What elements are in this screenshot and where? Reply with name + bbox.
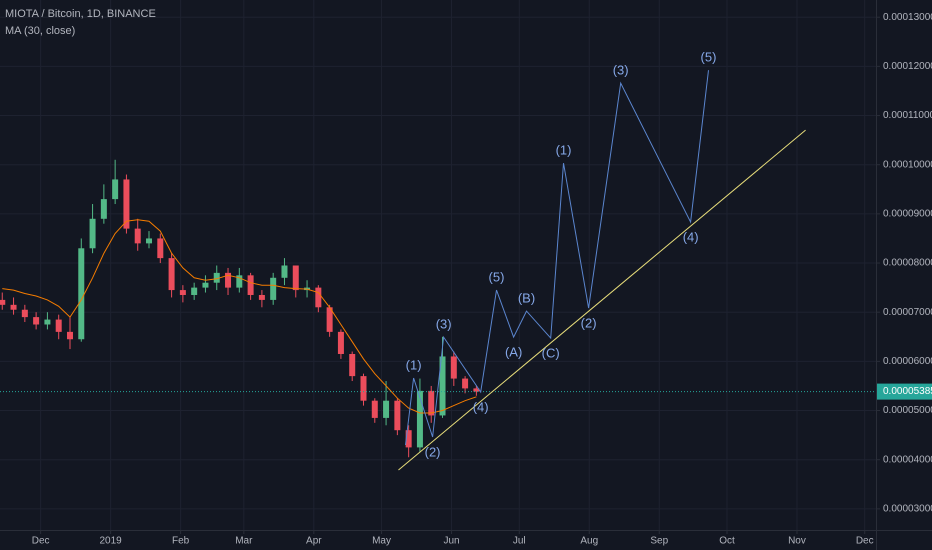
- candle-body: [258, 294, 265, 300]
- candle-body: [146, 238, 153, 244]
- candle-body: [337, 331, 344, 354]
- symbol-title: MIOTA / Bitcoin, 1D, BINANCE: [5, 8, 156, 20]
- wave-label: (3): [613, 63, 629, 78]
- plot: (1) (2) (3) (4) (5) (A) (B) (C) (1) (2) (3) (4) (5): [0, 50, 876, 471]
- indicator-title: MA (30, close): [5, 25, 75, 37]
- x-tick-label: Jun: [443, 536, 459, 547]
- candle-body: [270, 277, 277, 300]
- candle-body: [292, 265, 299, 291]
- axes: 0.00003000 0.00004000 0.00005000 0.00006000…: [32, 12, 932, 547]
- wave-label: (5): [701, 50, 717, 65]
- x-tick-label: Mar: [235, 536, 253, 547]
- candle-body: [191, 287, 198, 295]
- x-tick-label: Jul: [513, 536, 526, 547]
- candle-body: [33, 317, 40, 325]
- wave-label: (2): [425, 444, 441, 459]
- moving-average: [2, 219, 477, 414]
- x-tick-label: Apr: [306, 536, 322, 547]
- candle-body: [450, 356, 457, 379]
- x-tick-label: Dec: [856, 536, 874, 547]
- candle-body: [0, 299, 6, 305]
- y-tick-label: 0.00008000: [883, 258, 932, 269]
- candle-body: [315, 287, 322, 308]
- candle-body: [439, 356, 446, 416]
- wave-path: [405, 70, 709, 446]
- candle-body: [44, 319, 51, 325]
- wave-label: (3): [436, 317, 452, 332]
- candle-body: [112, 179, 119, 200]
- y-tick-label: 0.00005000: [883, 405, 932, 416]
- candle-body: [473, 388, 480, 392]
- candle-body: [179, 290, 186, 295]
- wave-label: (1): [406, 357, 422, 372]
- candle-body: [10, 304, 17, 310]
- candle-body: [21, 309, 28, 318]
- candle-body: [78, 248, 85, 340]
- candle-body: [326, 307, 333, 332]
- y-tick-label: 0.00009000: [883, 209, 932, 220]
- candle-body: [89, 218, 96, 249]
- candle-body: [100, 199, 107, 219]
- wave-label: (4): [683, 230, 699, 245]
- candle-body: [349, 353, 356, 377]
- x-tick-label: Sep: [650, 536, 668, 547]
- last-price-label: 0.00005385: [883, 386, 932, 397]
- candle-body: [202, 282, 209, 288]
- wave-label: (2): [581, 316, 597, 331]
- candle-body: [383, 400, 390, 418]
- last-price-box: [877, 383, 932, 400]
- candle-body: [405, 430, 412, 448]
- candle-body: [236, 275, 243, 288]
- x-tick-label: Nov: [788, 536, 806, 547]
- candle-body: [168, 258, 175, 291]
- y-tick-label: 0.00012000: [883, 61, 932, 72]
- x-tick-label: May: [372, 536, 391, 547]
- x-tick-label: Oct: [719, 536, 735, 547]
- y-tick-label: 0.00011000: [883, 110, 932, 121]
- y-tick-label: 0.00003000: [883, 503, 932, 514]
- x-tick-label: 2019: [100, 536, 123, 547]
- wave-label: (4): [473, 399, 489, 414]
- candle-body: [157, 238, 164, 259]
- candle-body: [213, 272, 220, 283]
- candle-body: [462, 378, 469, 389]
- wave-label: (1): [556, 143, 572, 158]
- candle-body: [123, 179, 130, 229]
- candle-body: [428, 390, 435, 416]
- candle-body: [55, 319, 62, 332]
- wave-label: (C): [542, 345, 560, 360]
- wave-label: (5): [489, 270, 505, 285]
- candle-body: [66, 331, 73, 340]
- x-tick-label: Dec: [32, 536, 50, 547]
- candle-body: [394, 400, 401, 431]
- y-tick-label: 0.00004000: [883, 454, 932, 465]
- candle-body: [225, 272, 232, 288]
- y-tick-label: 0.00006000: [883, 356, 932, 367]
- candle-body: [134, 228, 141, 244]
- wave-label: (B): [518, 291, 535, 306]
- x-tick-label: Aug: [580, 536, 598, 547]
- candle-body: [371, 400, 378, 418]
- y-tick-label: 0.00007000: [883, 307, 932, 318]
- x-tick-label: Feb: [172, 536, 190, 547]
- candle-body: [247, 275, 254, 295]
- candle-body: [281, 265, 288, 278]
- wave-label: (A): [505, 345, 522, 360]
- candle-body: [416, 390, 423, 448]
- y-tick-label: 0.00010000: [883, 159, 932, 170]
- y-tick-label: 0.00013000: [883, 12, 932, 23]
- trend-line: [398, 129, 806, 471]
- candle-body: [360, 376, 367, 401]
